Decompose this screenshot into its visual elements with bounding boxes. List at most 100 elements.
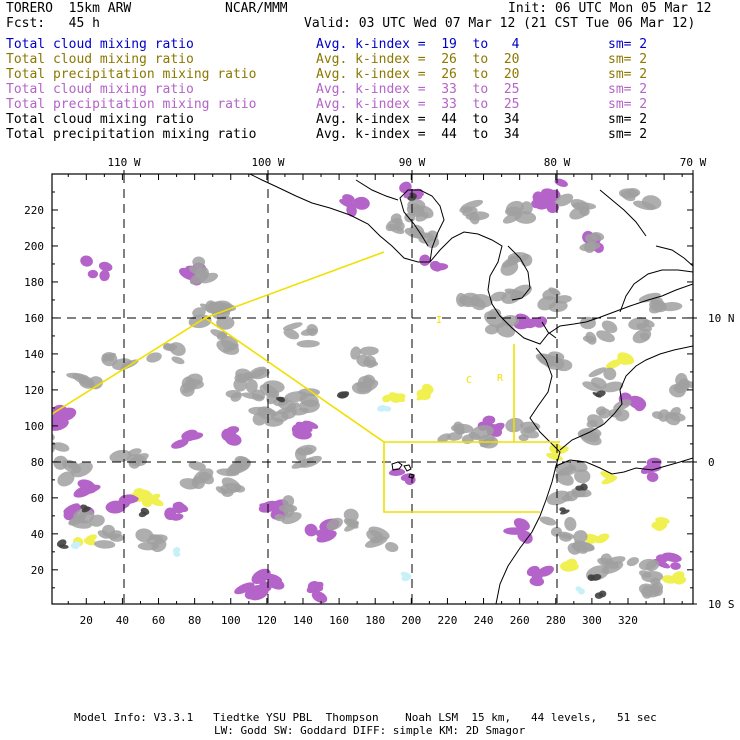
x-tick-label: 180 [365, 614, 385, 627]
field-name: Total precipitation mixing ratio [6, 97, 257, 112]
x-tick-label: 320 [618, 614, 638, 627]
cloud-gray [584, 242, 596, 254]
cloud-gray [296, 339, 320, 348]
cloud-gray [559, 533, 572, 542]
cloud-gray [633, 200, 656, 211]
region-label: C [466, 375, 472, 386]
cloud-yellow [606, 475, 617, 482]
cloud-gray [520, 428, 539, 439]
cloud-purple [346, 204, 357, 217]
cloud-gray [245, 379, 258, 393]
cloud-gray [582, 381, 604, 392]
model-title: TORERO 15km ARW [6, 1, 132, 16]
cloud-purple [545, 189, 559, 198]
cloud-gray [359, 346, 379, 356]
cloud-cyan [577, 588, 585, 595]
axis-ticks [52, 170, 697, 605]
cloud-purple [80, 255, 93, 267]
cloud-purple [482, 415, 496, 426]
cloud-gray [326, 517, 343, 531]
valid-time: Valid: 03 UTC Wed 07 Mar 12 (21 CST Tue … [304, 16, 696, 31]
cloud-cyan [70, 541, 81, 549]
cloud-gray [585, 233, 598, 244]
cloud-gray [602, 381, 624, 393]
cloud-purple [98, 261, 113, 272]
cloud-purple [525, 317, 540, 329]
cloud-purple [171, 513, 184, 521]
cloud-gray [603, 367, 617, 381]
cloud-gray [146, 352, 162, 363]
y-tick-label: 160 [24, 312, 44, 325]
model-info-line2: LW: Godd SW: Goddard DIFF: simple KM: 2D… [214, 724, 526, 737]
cloud-cyan [377, 405, 387, 412]
cloud-purple [251, 568, 271, 584]
cloud-gray [453, 421, 465, 435]
cloud-gray [149, 534, 163, 542]
field-index: Avg. k-index = 33 to 25 [316, 82, 520, 97]
cloud-gray [284, 391, 309, 403]
cloud-purple [307, 580, 321, 592]
cloud-gray [539, 516, 557, 526]
x-tick-label: 100 [221, 614, 241, 627]
cloud-purple [431, 263, 449, 271]
x-tick-label: 20 [80, 614, 93, 627]
cloud-dark-core [409, 192, 418, 198]
cloud-gray [220, 336, 238, 350]
cloud-gray [505, 200, 524, 215]
cloud-purple [234, 582, 255, 595]
cloud-gray [102, 353, 114, 362]
cloud-gray [456, 292, 467, 307]
cloud-dark-core [138, 511, 147, 518]
cloud-dark-core [559, 509, 570, 515]
cloud-yellow [617, 356, 629, 365]
cloud-gray [192, 256, 206, 268]
cloud-purple [52, 414, 66, 425]
x-tick-label: 140 [293, 614, 313, 627]
cloud-gray [264, 417, 284, 427]
cloud-purple [226, 426, 240, 435]
cloud-gray [282, 495, 295, 507]
cloud-gray [94, 540, 116, 549]
x-tick-label: 300 [582, 614, 602, 627]
cloud-purple [670, 562, 681, 570]
cloud-gray [554, 462, 577, 476]
field-sm: sm= 2 [608, 82, 648, 97]
cloud-yellow [390, 393, 406, 403]
cloud-purple [291, 423, 307, 437]
cloud-gray [294, 447, 307, 462]
longitude-label: 110 W [107, 156, 140, 169]
cloud-gray [385, 542, 399, 553]
cloud-gray [626, 557, 639, 567]
cloud-yellow [655, 517, 670, 525]
field-sm: sm= 2 [608, 52, 648, 67]
latitude-label: 0 [708, 456, 715, 469]
cloud-gray [109, 449, 132, 463]
cloud-purple [181, 432, 204, 441]
cloud-purple [419, 254, 431, 266]
field-sm: sm= 2 [608, 67, 648, 82]
cloud-yellow [595, 533, 610, 544]
cloud-gray [52, 442, 70, 452]
cloud-gray [673, 382, 689, 394]
field-index: Avg. k-index = 44 to 34 [316, 112, 520, 127]
y-tick-label: 100 [24, 420, 44, 433]
field-index: Avg. k-index = 33 to 25 [316, 97, 520, 112]
init-time: Init: 06 UTC Mon 05 Mar 12 [508, 1, 712, 16]
cloud-gray [574, 469, 591, 484]
cloud-dark-core [592, 392, 602, 398]
cloud-gray [248, 366, 267, 379]
cloud-dark-core [276, 396, 285, 402]
longitude-label: 70 W [680, 156, 707, 169]
cloud-gray [564, 516, 577, 532]
cloud-gray [638, 292, 661, 303]
field-name: Total cloud mixing ratio [6, 52, 194, 67]
field-name: Total cloud mixing ratio [6, 112, 194, 127]
cloud-purple [172, 502, 189, 513]
cloud-purple [249, 587, 269, 601]
dashed-grid [52, 174, 693, 604]
cloud-purple [87, 269, 99, 279]
cloud-gray [235, 368, 252, 381]
y-tick-label: 80 [31, 456, 44, 469]
cloud-gray [469, 212, 480, 225]
cloud-gray [542, 288, 560, 300]
